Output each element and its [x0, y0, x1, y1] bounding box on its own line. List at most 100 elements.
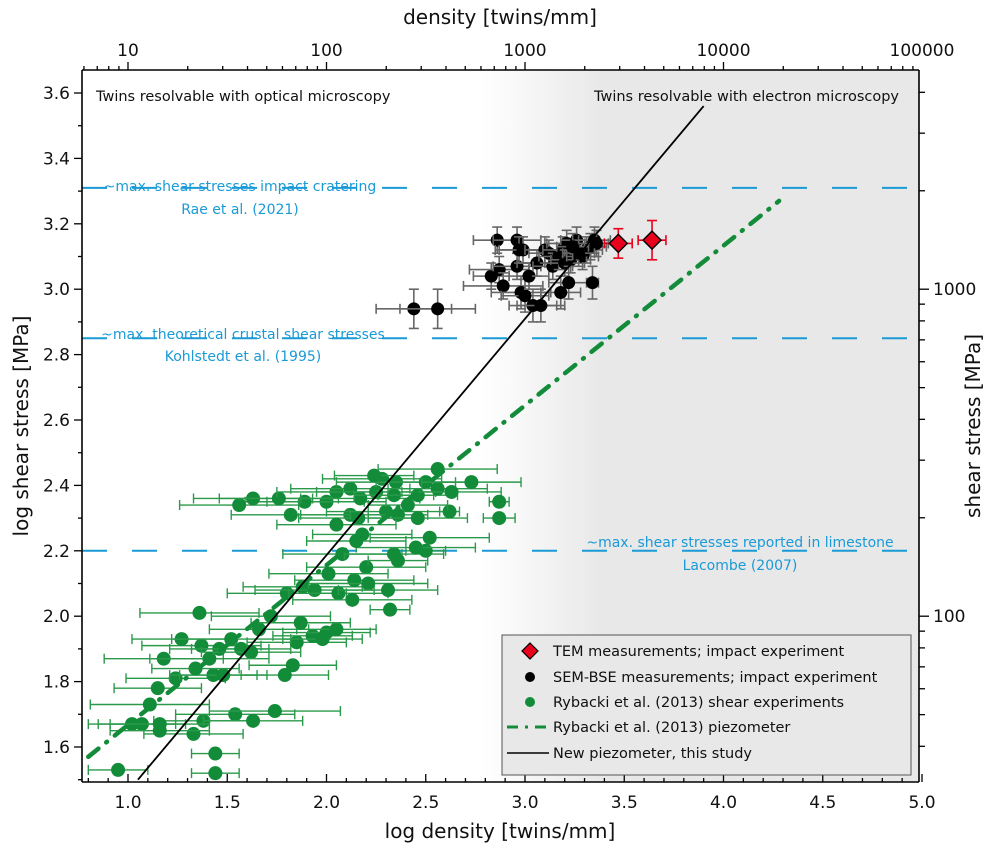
data-point — [608, 233, 629, 254]
optical-region-label: Twins resolvable with optical microscopy — [95, 89, 391, 105]
legend-green-dot-icon — [525, 697, 535, 707]
data-point — [496, 279, 510, 293]
data-point — [554, 285, 568, 299]
data-point — [293, 615, 308, 630]
rybacki-point — [369, 602, 411, 617]
data-point — [464, 475, 479, 490]
data-point — [307, 583, 322, 598]
sem-point — [540, 275, 582, 310]
rybacki-piezometer-line — [86, 198, 782, 760]
rybacki-point — [170, 632, 292, 647]
rybacki-point — [250, 615, 352, 630]
rybacki-point — [190, 746, 240, 761]
rybacki-point — [369, 530, 490, 545]
y-tick-label: 1.6 — [43, 738, 70, 758]
data-point — [186, 726, 201, 741]
y-axis-title: log shear stress [MPa] — [9, 316, 33, 537]
x-tick-label: 4.5 — [809, 793, 836, 813]
data-point — [345, 592, 360, 607]
data-point — [321, 566, 336, 581]
ref-label-cratering: ~max. shear stresses impact cratering — [104, 179, 377, 195]
y-tick-label: 3.6 — [43, 84, 70, 104]
data-point — [347, 573, 362, 588]
legend-item-rybacki-piezo: Rybacki et al. (2013) piezometer — [507, 720, 790, 736]
data-point — [216, 668, 231, 683]
rybacki-point — [113, 681, 203, 696]
data-point — [150, 681, 165, 696]
electron-region-label: Twins resolvable with electron microscop… — [593, 89, 899, 105]
data-point — [492, 494, 507, 509]
x2-tick-label: 10000 — [696, 41, 750, 61]
data-point — [390, 553, 405, 568]
data-point — [271, 491, 286, 506]
ref-label-limestone: ~max. shear stresses reported in limesto… — [586, 535, 893, 551]
data-point — [410, 511, 425, 526]
rybacki-point — [337, 583, 439, 598]
rybacki-point — [307, 576, 429, 591]
data-point — [367, 468, 382, 483]
legend-label-rybacki-piezo: Rybacki et al. (2013) piezometer — [553, 720, 790, 736]
rybacki-point — [190, 766, 240, 781]
sem-point — [462, 272, 544, 300]
legend: TEM measurements; impact experiment SEM-… — [501, 634, 912, 776]
data-point — [381, 583, 396, 598]
data-point — [277, 668, 292, 683]
rybacki-point — [482, 511, 516, 526]
data-point — [353, 491, 368, 506]
ref-source-crustal: Kohlstedt et al. (1995) — [165, 349, 322, 365]
sem-point — [585, 265, 600, 300]
data-point — [516, 243, 530, 257]
data-point — [444, 484, 459, 499]
rybacki-point — [248, 658, 338, 673]
data-point — [232, 498, 247, 513]
x2-tick-label: 100000 — [890, 41, 955, 61]
legend-label-tem: TEM measurements; impact experiment — [552, 644, 844, 660]
rybacki-point — [488, 494, 510, 509]
rybacki-point — [401, 484, 502, 499]
data-point — [589, 236, 603, 250]
x-tick-label: 1.5 — [214, 793, 241, 813]
data-point — [246, 713, 261, 728]
y-tick-label: 2.6 — [43, 411, 70, 431]
data-point — [208, 766, 223, 781]
rybacki-point — [240, 668, 330, 683]
legend-item-sem: SEM-BSE measurements; impact experiment — [525, 670, 878, 686]
y-tick-label: 2.0 — [43, 607, 70, 627]
x-tick-label: 5.0 — [908, 793, 935, 813]
data-point — [208, 746, 223, 761]
data-point — [228, 707, 243, 722]
rybacki-point — [208, 622, 310, 637]
data-point — [642, 230, 663, 251]
data-point — [168, 671, 183, 686]
data-point — [329, 622, 344, 637]
legend-item-new-piezo: New piezometer, this study — [507, 746, 752, 762]
data-point — [359, 560, 374, 575]
x-tick-label: 3.5 — [611, 793, 638, 813]
tem-point — [637, 219, 667, 261]
tem-point — [603, 227, 633, 259]
rybacki-point — [367, 553, 429, 568]
legend-label-new-piezo: New piezometer, this study — [553, 746, 752, 762]
rybacki-point — [139, 605, 260, 620]
x2-axis-title: density [twins/mm] — [403, 5, 597, 29]
x-axis-title: log density [twins/mm] — [385, 819, 616, 843]
legend-label-sem: SEM-BSE measurements; impact experiment — [553, 670, 878, 686]
x-tick-label: 2.5 — [412, 793, 439, 813]
y-tick-label: 2.8 — [43, 346, 70, 366]
legend-label-rybacki-exp: Rybacki et al. (2013) shear experiments — [553, 695, 844, 711]
ticks: 1.0 1.5 2.0 2.5 3.0 3.5 4.0 4.5 5.0 1.6 1.8 2.0 2.2 2… — [43, 41, 976, 813]
data-point — [192, 605, 207, 620]
legend-item-tem: TEM measurements; impact experiment — [521, 642, 844, 660]
data-point — [111, 762, 126, 777]
ref-label-crustal: ~max. theoretical crustal shear stresses — [101, 327, 385, 343]
legend-item-rybacki-exp: Rybacki et al. (2013) shear experiments — [525, 695, 844, 711]
rybacki-point — [292, 592, 413, 607]
data-point — [522, 269, 536, 283]
data-point — [442, 504, 457, 519]
plot-marks — [86, 105, 782, 781]
rybacki-point — [87, 762, 149, 777]
sem-point — [399, 288, 477, 330]
data-point — [267, 704, 282, 719]
rybacki-point — [276, 517, 397, 532]
y-tick-label: 3.4 — [43, 149, 70, 169]
